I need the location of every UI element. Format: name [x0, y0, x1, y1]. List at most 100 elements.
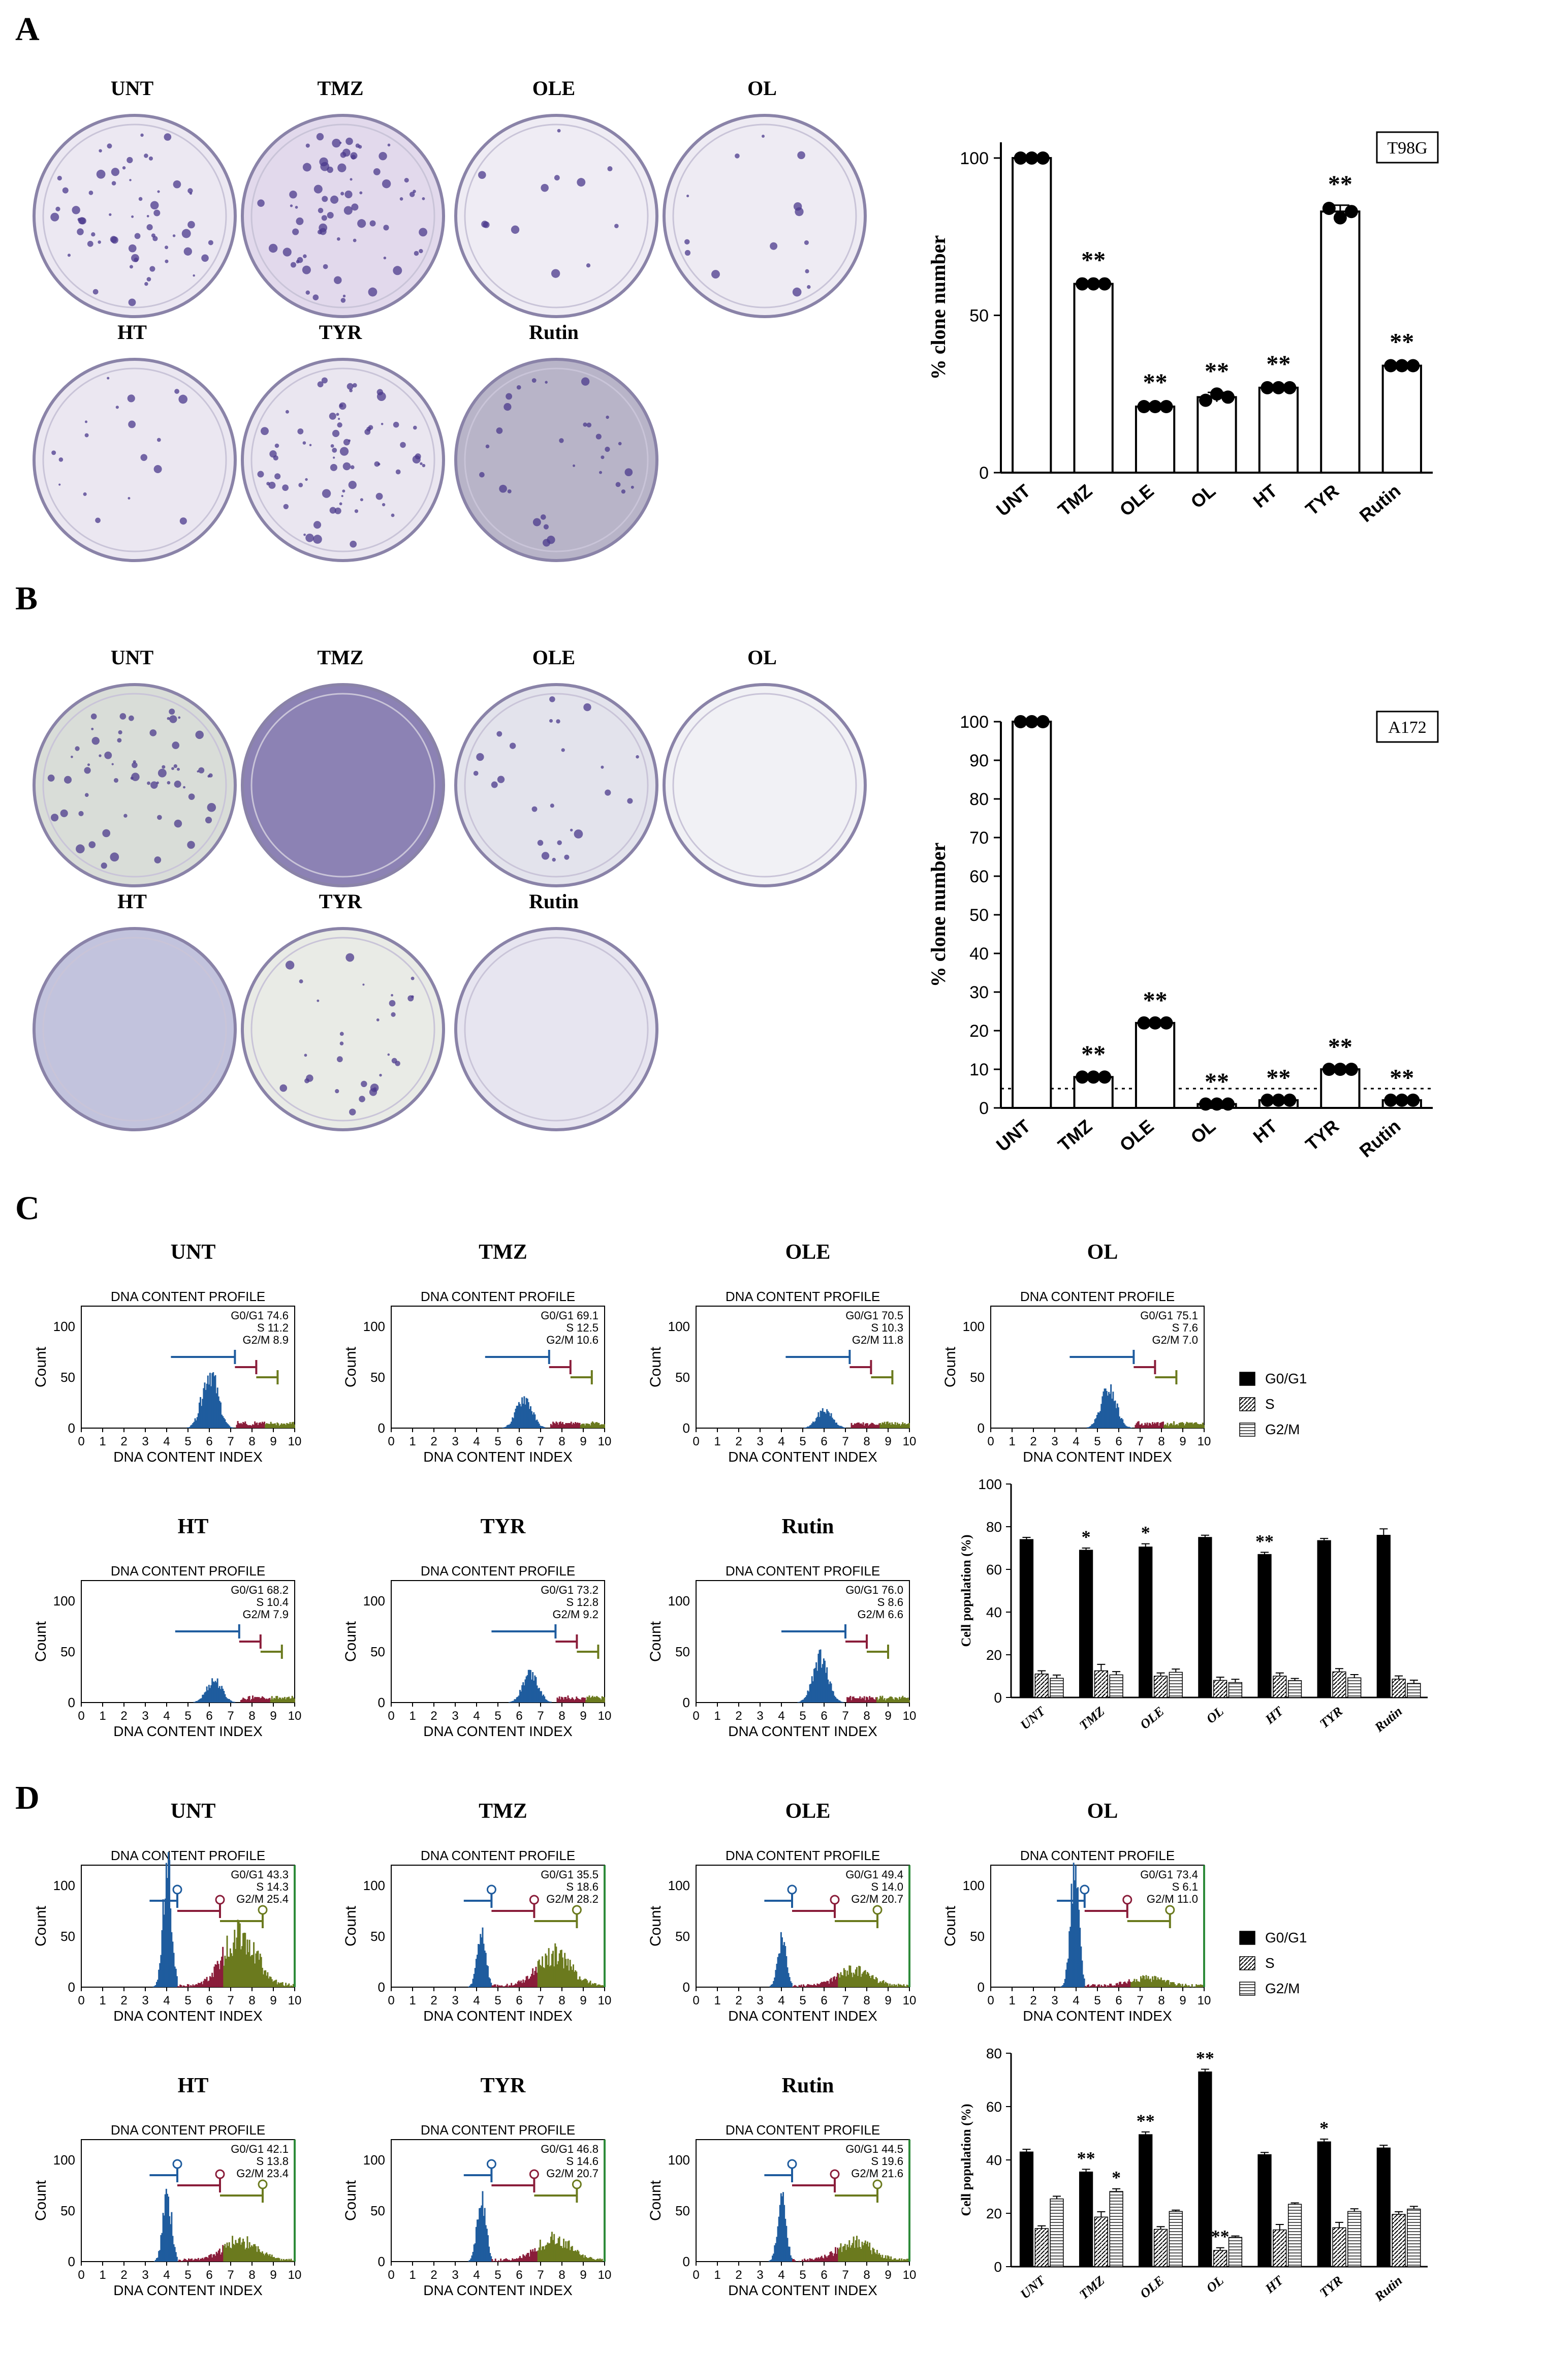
- histogram-bin: [184, 1986, 186, 1987]
- histogram-bin: [826, 1981, 828, 1987]
- histogram-bin: [242, 1933, 244, 1987]
- histogram-bin: [519, 1404, 521, 1428]
- colony: [322, 489, 331, 498]
- histogram-bin: [278, 1697, 280, 1703]
- colony: [368, 287, 377, 297]
- bar-g0g1-unt: [1019, 2151, 1034, 2267]
- histogram-bin: [822, 1664, 824, 1703]
- x-tick-label: 3: [452, 1435, 458, 1448]
- histogram-bin: [1087, 1427, 1088, 1428]
- colony: [306, 1074, 313, 1082]
- histogram-bin: [830, 1683, 832, 1703]
- histogram-bin: [893, 1699, 895, 1703]
- histogram-bin: [197, 2258, 199, 2262]
- histogram-bin: [247, 1952, 249, 1987]
- x-tick-label: 1: [99, 2268, 106, 2282]
- histogram-bin: [228, 1699, 230, 1703]
- bar-g2m-ole: [1169, 2211, 1183, 2267]
- histogram-bin: [817, 2257, 820, 2262]
- histogram-bin: [1117, 1407, 1119, 1428]
- histogram-bin: [1081, 1960, 1083, 1987]
- phase-stat-g0g1: G0/G1 68.2: [231, 1584, 289, 1596]
- x-tick-label: 7: [227, 2268, 234, 2282]
- histogram-bin: [528, 1670, 530, 1703]
- histogram-bin: [595, 1697, 597, 1703]
- histogram-bin: [523, 2255, 525, 2262]
- colony: [111, 181, 116, 186]
- colony: [316, 133, 324, 141]
- histogram-bin: [878, 1698, 880, 1703]
- histogram-bin: [888, 1697, 890, 1703]
- colony: [583, 422, 587, 427]
- histogram-bin: [891, 2259, 893, 2262]
- histogram-bin: [573, 1423, 574, 1428]
- histogram-bin: [1176, 1985, 1178, 1987]
- histogram-bin: [255, 2246, 257, 2262]
- histogram-bin: [523, 1982, 525, 1987]
- histogram-bin: [891, 1697, 893, 1703]
- colony: [333, 456, 335, 459]
- histogram-frame: [990, 1865, 1205, 1988]
- bar-g2m-ol: [1228, 2237, 1243, 2267]
- histogram-bin: [836, 2253, 838, 2262]
- histogram-bin: [599, 1985, 601, 1987]
- histogram-bin: [162, 1899, 164, 1987]
- bar-g2m-unt: [1050, 1678, 1064, 1698]
- x-tick-label: 8: [248, 2268, 255, 2282]
- colony: [557, 129, 561, 133]
- histogram-bin: [195, 1984, 197, 1987]
- histogram-bin: [270, 1699, 272, 1703]
- x-tick-label: 3: [757, 1435, 763, 1448]
- colony: [387, 1053, 390, 1056]
- histogram-bin: [798, 1985, 800, 1987]
- histogram-bin: [875, 2253, 877, 2262]
- histogram-bin: [1163, 1425, 1166, 1428]
- histogram-bin: [1202, 1985, 1204, 1987]
- histogram-bin: [273, 1981, 275, 1987]
- y-tick-label: 0: [683, 1695, 690, 1710]
- colony: [636, 755, 639, 759]
- histogram-bin: [816, 2258, 818, 2262]
- histogram-bin: [900, 1425, 902, 1428]
- histogram-bin: [271, 1979, 273, 1987]
- histogram-bin: [225, 1422, 227, 1428]
- histogram-bin: [859, 1966, 861, 1987]
- histogram-bin: [197, 1413, 199, 1428]
- colony: [348, 481, 357, 489]
- histogram-bin: [1164, 1982, 1167, 1987]
- histogram-bin: [876, 1978, 878, 1987]
- bar-unt: [1012, 157, 1052, 474]
- colony: [595, 434, 602, 440]
- histogram-bin: [582, 1980, 584, 1987]
- significance-mark: **: [1205, 358, 1229, 385]
- histogram-bin: [813, 1668, 815, 1703]
- plate-label-rutin: Rutin: [529, 321, 579, 344]
- colony: [554, 175, 560, 181]
- histogram-bin: [835, 1979, 836, 1987]
- histogram-frame: [391, 1865, 605, 1988]
- histogram-bin: [602, 1425, 604, 1428]
- histogram-bin: [838, 1700, 840, 1703]
- histogram-bin: [798, 2261, 800, 2262]
- histogram-bin: [899, 2258, 900, 2262]
- histogram-bin: [217, 1396, 219, 1428]
- histogram-bin: [863, 1426, 865, 1428]
- histogram-bin: [522, 1682, 524, 1703]
- colony: [496, 427, 503, 434]
- histogram-bin: [281, 1424, 284, 1428]
- histogram-bin: [589, 1697, 591, 1703]
- data-point: [1322, 1063, 1336, 1076]
- histogram-bin: [851, 2245, 853, 2262]
- histogram-bin: [273, 2257, 275, 2262]
- histogram-bin: [1124, 1981, 1126, 1987]
- y-axis-label: Count: [342, 1621, 359, 1662]
- phase-stat-g2m: G2/M 11.8: [852, 1334, 903, 1346]
- histogram-bin: [1090, 1986, 1092, 1987]
- histogram-bin: [853, 1972, 855, 1987]
- histogram-bin: [800, 1984, 802, 1987]
- histogram-bin: [848, 1697, 851, 1703]
- histogram-bin: [1093, 1423, 1095, 1428]
- histogram-bin: [246, 1939, 248, 1987]
- histogram-bin: [515, 1699, 517, 1703]
- histogram-bin: [517, 1982, 519, 1987]
